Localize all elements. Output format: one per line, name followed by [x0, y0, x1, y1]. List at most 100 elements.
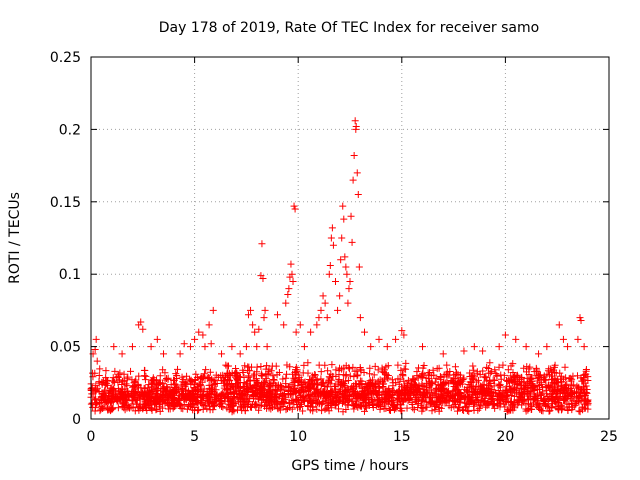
data-point	[263, 343, 271, 351]
data-point	[470, 400, 478, 408]
data-point	[418, 371, 426, 379]
data-point	[141, 366, 149, 374]
data-point	[420, 361, 428, 369]
data-point	[404, 397, 412, 405]
data-point	[356, 314, 364, 322]
data-point	[279, 397, 287, 405]
x-tick-label: 15	[393, 429, 411, 445]
data-point	[366, 364, 374, 372]
data-point	[261, 390, 269, 398]
data-point	[156, 403, 164, 411]
data-point	[327, 400, 335, 408]
data-point	[274, 405, 282, 413]
data-point	[102, 367, 110, 375]
data-point	[220, 384, 228, 392]
data-point	[504, 366, 512, 374]
data-point	[325, 390, 333, 398]
data-point	[575, 407, 583, 415]
data-point	[406, 395, 414, 403]
data-point	[419, 343, 427, 351]
data-point	[304, 369, 312, 377]
data-point	[290, 202, 298, 210]
data-point	[374, 366, 382, 374]
data-point	[536, 392, 544, 399]
data-point	[321, 361, 329, 369]
data-point	[511, 384, 519, 392]
data-point	[544, 396, 552, 404]
data-point	[272, 362, 280, 370]
data-point	[192, 370, 200, 378]
data-point	[536, 405, 544, 413]
data-point	[523, 363, 531, 371]
data-point	[418, 397, 426, 405]
data-point	[436, 372, 444, 380]
data-point	[324, 367, 332, 375]
data-point	[452, 380, 460, 388]
data-point	[273, 386, 281, 394]
data-point	[349, 176, 357, 184]
data-point	[259, 275, 267, 283]
data-point	[258, 372, 266, 380]
data-point	[124, 373, 132, 381]
data-point	[257, 371, 265, 379]
data-point	[91, 345, 99, 353]
data-point	[402, 390, 410, 398]
data-point	[313, 321, 321, 329]
data-point	[554, 390, 562, 398]
x-axis-label: GPS time / hours	[291, 458, 408, 474]
data-point	[515, 397, 523, 405]
data-point	[182, 396, 190, 404]
data-point	[225, 406, 233, 414]
data-point	[270, 393, 278, 401]
data-point	[365, 398, 373, 406]
data-point	[471, 385, 479, 393]
data-point	[435, 407, 443, 415]
data-point	[484, 364, 492, 372]
x-tick-label: 25	[600, 429, 618, 445]
data-point	[127, 367, 135, 375]
data-point	[182, 386, 190, 394]
data-point	[288, 270, 296, 278]
data-point	[124, 391, 132, 399]
data-point	[550, 386, 558, 394]
data-point	[565, 375, 573, 383]
data-point	[324, 383, 332, 391]
data-point	[311, 389, 319, 397]
data-point	[341, 253, 349, 261]
data-point	[261, 378, 269, 386]
data-point	[292, 328, 300, 336]
data-point	[555, 399, 563, 407]
data-point	[422, 374, 430, 382]
data-point	[474, 376, 482, 384]
data-point	[118, 350, 126, 358]
data-point	[529, 396, 537, 404]
data-point	[89, 403, 97, 411]
data-point	[134, 384, 142, 392]
data-point	[310, 380, 318, 388]
data-point	[108, 392, 116, 400]
data-point	[491, 366, 499, 374]
data-point	[360, 395, 368, 403]
data-point	[370, 400, 378, 408]
data-point	[164, 405, 172, 413]
data-point	[175, 397, 183, 405]
data-point	[298, 380, 306, 388]
data-point	[378, 364, 386, 372]
data-point	[573, 397, 581, 405]
data-point	[382, 363, 390, 371]
data-point	[121, 397, 129, 405]
data-point	[353, 367, 361, 375]
data-point	[339, 408, 347, 416]
data-point	[194, 407, 202, 415]
data-point	[570, 381, 578, 389]
data-point	[527, 374, 535, 382]
data-point	[242, 343, 250, 351]
data-point	[121, 385, 129, 393]
data-point	[476, 371, 484, 379]
data-point	[530, 395, 538, 403]
data-point	[272, 398, 280, 406]
data-point	[379, 388, 387, 396]
data-point	[282, 299, 290, 307]
data-point	[350, 382, 357, 390]
data-point	[396, 375, 404, 383]
